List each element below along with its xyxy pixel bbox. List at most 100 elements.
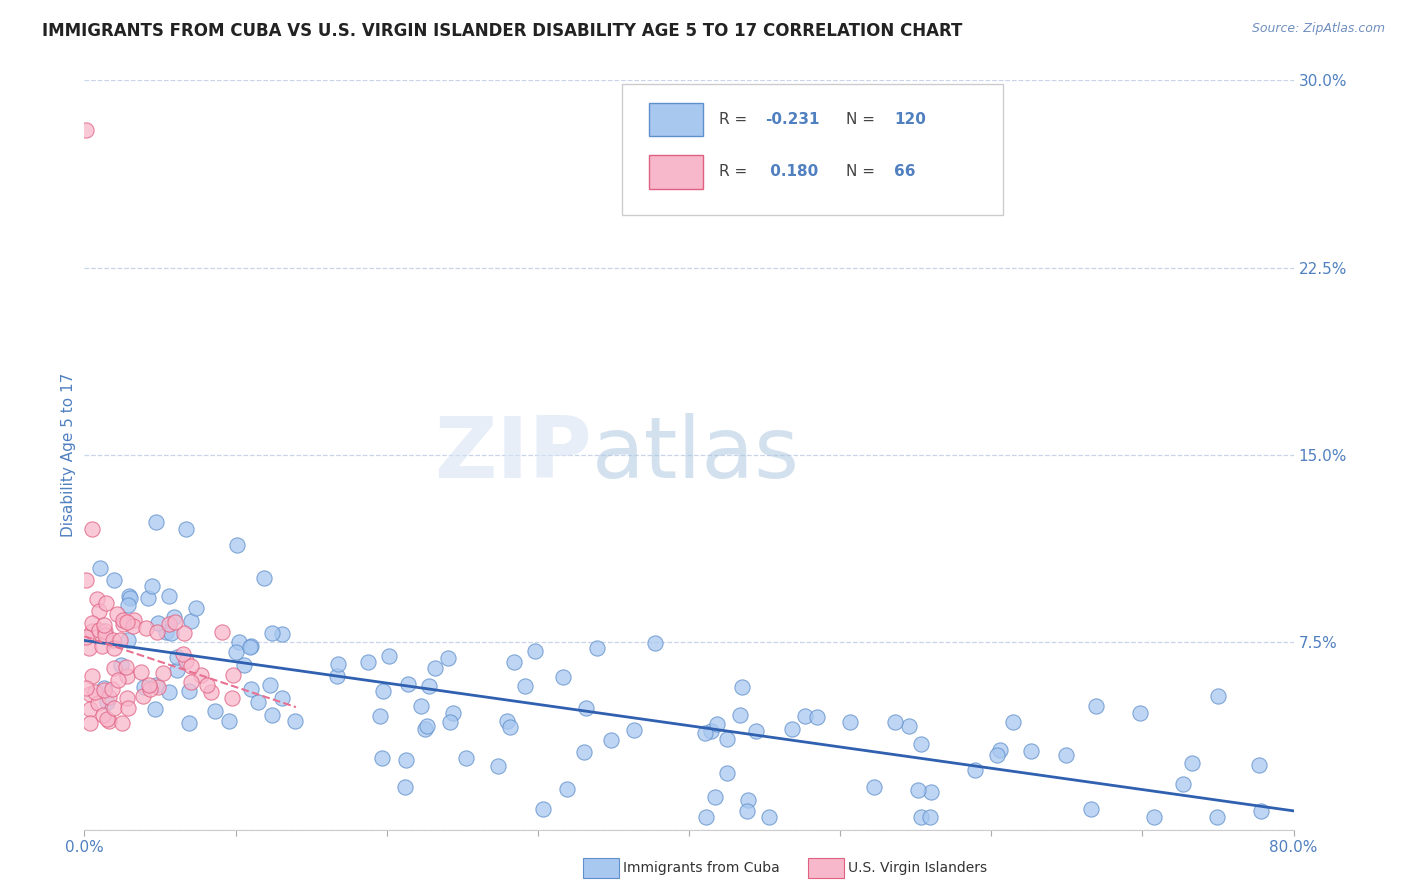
Point xyxy=(93,681,115,695)
Point xyxy=(920,785,942,799)
Point xyxy=(839,714,862,729)
Point xyxy=(94,628,117,642)
Point xyxy=(103,641,125,656)
Text: 120: 120 xyxy=(894,112,927,127)
Point xyxy=(114,660,136,674)
Point xyxy=(396,677,419,691)
Point xyxy=(200,685,222,699)
Point xyxy=(706,717,728,731)
Point xyxy=(368,709,391,723)
Point xyxy=(454,751,477,765)
Point xyxy=(195,678,218,692)
Y-axis label: Disability Age 5 to 17: Disability Age 5 to 17 xyxy=(60,373,76,537)
Point xyxy=(423,661,446,675)
Point xyxy=(575,700,598,714)
Point xyxy=(103,574,125,588)
Point xyxy=(253,571,276,585)
Point xyxy=(728,708,751,723)
Point xyxy=(910,738,932,752)
Point xyxy=(91,708,114,723)
Point xyxy=(101,633,124,648)
Point xyxy=(115,669,138,683)
Point xyxy=(139,681,162,696)
Point xyxy=(94,624,117,639)
Point xyxy=(409,698,432,713)
Text: -0.231: -0.231 xyxy=(765,112,820,127)
Point xyxy=(695,726,717,740)
Point xyxy=(731,680,754,694)
Point xyxy=(132,680,155,694)
Point xyxy=(138,678,160,692)
Point xyxy=(138,591,160,606)
Point xyxy=(498,720,520,734)
Point xyxy=(75,681,97,695)
Point xyxy=(84,685,107,699)
Point xyxy=(260,626,283,640)
Point xyxy=(496,714,519,728)
Point xyxy=(513,680,536,694)
Point xyxy=(806,710,828,724)
Point xyxy=(523,643,546,657)
Point xyxy=(87,696,110,710)
Point xyxy=(89,561,111,575)
Point xyxy=(79,701,101,715)
Point xyxy=(148,616,170,631)
Point xyxy=(226,538,249,552)
Point xyxy=(436,651,458,665)
Point xyxy=(107,673,129,687)
Point xyxy=(152,665,174,680)
Point xyxy=(145,702,167,716)
Point xyxy=(77,640,100,655)
Point xyxy=(1080,802,1102,816)
Point xyxy=(96,695,118,709)
Point xyxy=(204,705,226,719)
Point xyxy=(441,706,464,720)
Point xyxy=(80,669,103,683)
Point xyxy=(157,589,180,603)
Point xyxy=(79,715,101,730)
Point xyxy=(94,596,117,610)
Point xyxy=(910,810,932,824)
Text: N =: N = xyxy=(846,112,880,127)
Point xyxy=(794,709,817,723)
Text: 66: 66 xyxy=(894,164,915,179)
Point xyxy=(166,663,188,677)
Point xyxy=(228,634,250,648)
Point xyxy=(211,625,233,640)
Point xyxy=(695,810,717,824)
FancyBboxPatch shape xyxy=(623,84,1004,215)
Point xyxy=(271,627,294,641)
Point xyxy=(418,680,440,694)
Point xyxy=(963,764,986,778)
Point xyxy=(986,747,1008,762)
Point xyxy=(82,615,104,630)
Point xyxy=(357,656,380,670)
Point xyxy=(101,682,124,697)
Point xyxy=(644,636,666,650)
Point xyxy=(326,668,349,682)
Point xyxy=(118,589,141,603)
Point xyxy=(111,613,134,627)
Point xyxy=(371,684,394,698)
Point xyxy=(262,708,284,723)
Point xyxy=(180,614,202,628)
Point xyxy=(124,613,146,627)
Text: 0.180: 0.180 xyxy=(765,164,818,179)
Point xyxy=(394,753,416,767)
Point xyxy=(111,716,134,731)
Text: IMMIGRANTS FROM CUBA VS U.S. VIRGIN ISLANDER DISABILITY AGE 5 TO 17 CORRELATION : IMMIGRANTS FROM CUBA VS U.S. VIRGIN ISLA… xyxy=(42,22,963,40)
Point xyxy=(284,714,307,728)
Point xyxy=(863,780,886,794)
Point xyxy=(394,780,416,794)
Point xyxy=(184,600,207,615)
Point xyxy=(1019,744,1042,758)
Point xyxy=(240,639,263,653)
FancyBboxPatch shape xyxy=(650,155,703,189)
Point xyxy=(1206,689,1229,703)
Point xyxy=(108,633,131,648)
Point xyxy=(416,719,439,733)
Point xyxy=(129,665,152,680)
Point xyxy=(160,625,183,640)
Point xyxy=(600,732,623,747)
Point xyxy=(115,690,138,705)
